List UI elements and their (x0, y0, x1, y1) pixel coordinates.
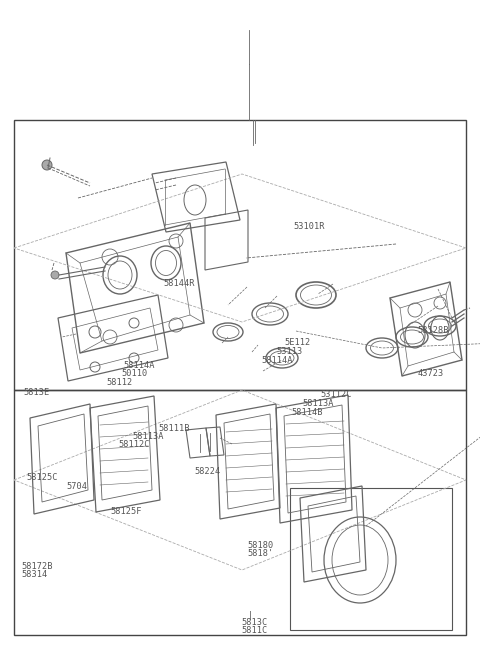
Text: 43723: 43723 (418, 369, 444, 378)
Text: 50110: 50110 (121, 369, 147, 378)
Text: 58114A: 58114A (262, 355, 293, 365)
Text: 58128B: 58128B (418, 326, 449, 335)
Circle shape (42, 160, 52, 170)
Text: 53101R: 53101R (294, 221, 325, 231)
Text: 5813C: 5813C (241, 618, 268, 627)
Text: 58114A: 58114A (124, 361, 156, 370)
Text: 53112C: 53112C (321, 390, 352, 399)
Text: 5E112: 5E112 (284, 338, 311, 347)
Text: 58314: 58314 (22, 570, 48, 579)
Text: 58112: 58112 (107, 378, 133, 387)
Circle shape (51, 271, 59, 279)
Text: 58111B: 58111B (158, 424, 190, 433)
Text: 58172B: 58172B (22, 562, 53, 572)
Text: 58125C: 58125C (26, 473, 58, 482)
Text: 58180: 58180 (247, 541, 274, 550)
Text: 58113A: 58113A (132, 432, 164, 441)
Text: 58114B: 58114B (292, 408, 324, 417)
Text: 5818': 5818' (247, 549, 274, 558)
Text: 58224: 58224 (195, 467, 221, 476)
Text: 58125F: 58125F (110, 507, 142, 516)
Text: 5811C: 5811C (241, 626, 268, 635)
Text: 5704: 5704 (66, 482, 87, 491)
Text: |: | (248, 611, 253, 620)
Text: 58112C: 58112C (119, 440, 150, 449)
Text: 58113A: 58113A (302, 399, 334, 408)
Text: 53113: 53113 (276, 347, 302, 356)
Text: 5813E: 5813E (23, 388, 49, 397)
Text: 58144R: 58144R (163, 279, 195, 288)
